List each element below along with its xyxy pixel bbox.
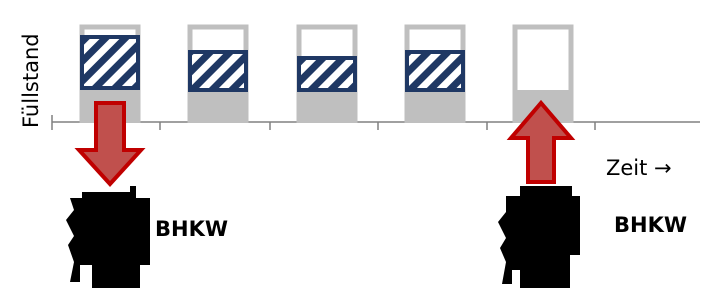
chp-plant-icon (66, 186, 150, 288)
chp-label: BHKW (614, 213, 687, 237)
chp-label: BHKW (155, 217, 228, 241)
storage-diagram: Füllstand Zeit → BHKW BHKW (0, 0, 702, 290)
tank (297, 27, 357, 122)
x-axis-label: Zeit → (606, 156, 672, 180)
y-axis-label: Füllstand (19, 33, 43, 128)
tank (188, 27, 248, 122)
axes (52, 115, 700, 130)
tank (405, 27, 465, 122)
chp-plant-icon (498, 186, 580, 288)
